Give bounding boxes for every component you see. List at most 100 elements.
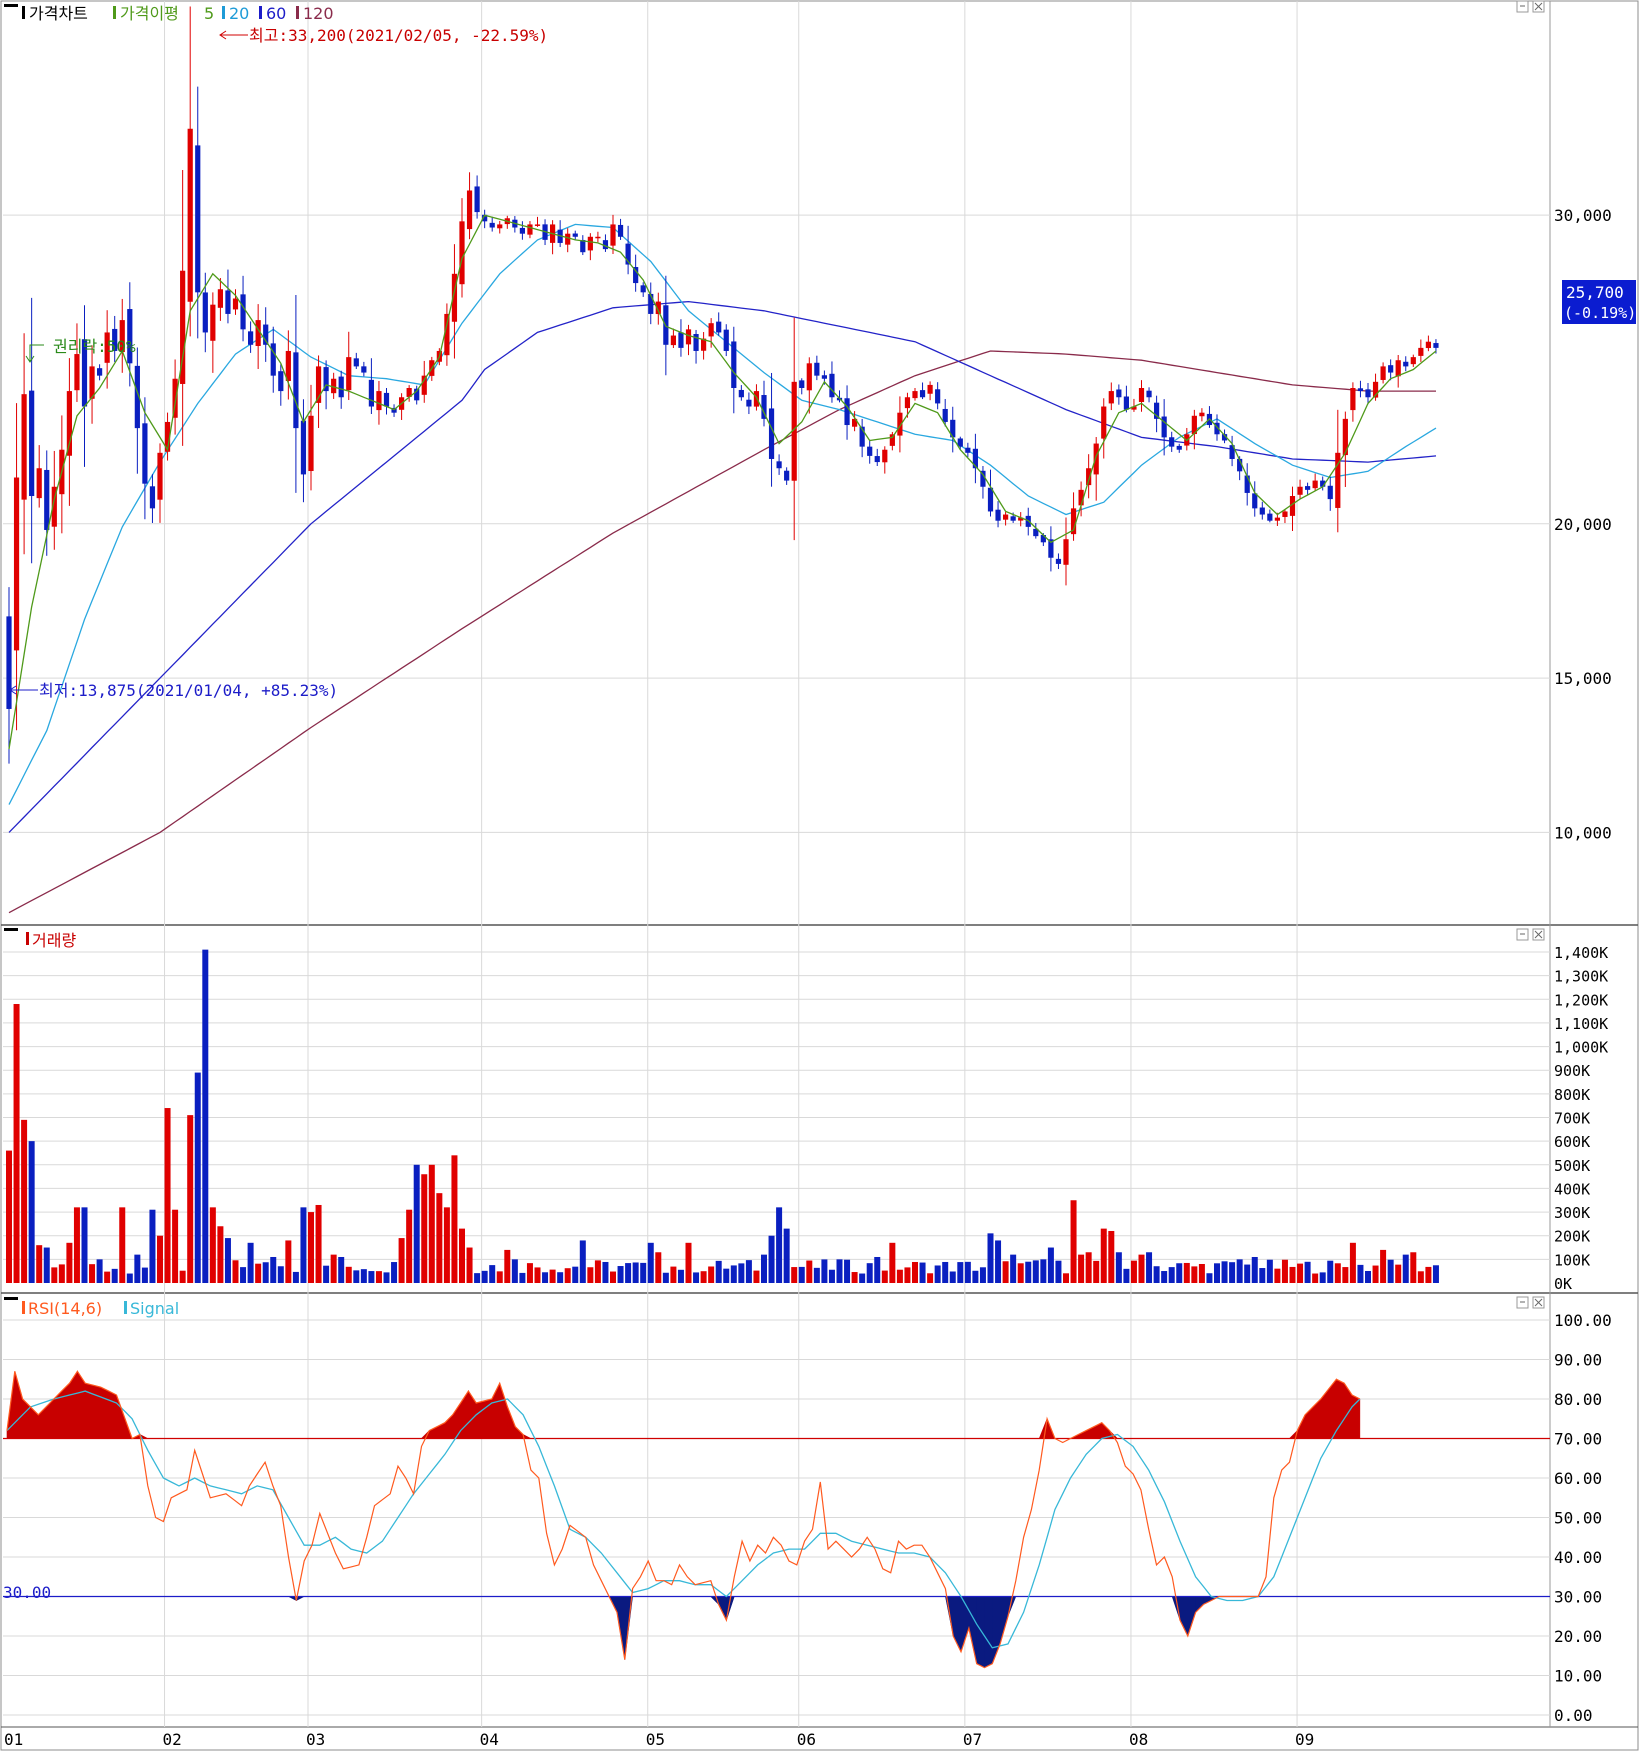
- candle-body: [1018, 517, 1024, 521]
- volume-bar: [617, 1266, 624, 1283]
- candle-body: [919, 390, 926, 398]
- candle-body: [527, 224, 533, 235]
- candle-body: [466, 190, 473, 230]
- rsi-tick-label: 0.00: [1554, 1706, 1593, 1725]
- candle-body: [368, 379, 374, 407]
- rsi-tick-label: 60.00: [1554, 1469, 1602, 1488]
- x-tick-label: 06: [797, 1730, 816, 1749]
- price-tick-label: 20,000: [1554, 515, 1612, 534]
- volume-bar: [1357, 1264, 1364, 1283]
- volume-bar: [1334, 1263, 1341, 1283]
- volume-bar: [836, 1259, 843, 1283]
- rsi-pane: [3, 1370, 1550, 1669]
- volume-bar: [1198, 1263, 1205, 1283]
- volume-bar: [1093, 1260, 1100, 1283]
- volume-bar: [255, 1263, 262, 1283]
- legend-volume: 거래량: [32, 931, 76, 950]
- candle-body: [708, 323, 714, 337]
- volume-bar: [308, 1212, 314, 1283]
- volume-bar: [13, 1004, 20, 1283]
- low-annotation-text: 최저:13,875(2021/01/04, +85.23%): [39, 681, 338, 700]
- candlesticks: [6, 6, 1439, 764]
- candle-body: [270, 343, 276, 376]
- candle-body: [414, 388, 420, 401]
- candle-body: [648, 293, 654, 314]
- volume-bar: [942, 1261, 949, 1283]
- candle-body: [81, 339, 88, 407]
- candle-body: [112, 328, 118, 351]
- ma5-line: [8, 214, 1437, 750]
- candle-body: [353, 358, 359, 367]
- volume-bar: [172, 1209, 179, 1283]
- volume-bar: [987, 1233, 994, 1283]
- volume-bar: [481, 1270, 488, 1283]
- volume-bar: [949, 1271, 956, 1283]
- candle-body: [1410, 357, 1416, 365]
- volume-bar: [964, 1261, 971, 1283]
- candle-body: [1274, 517, 1280, 521]
- candle-body: [1123, 396, 1129, 410]
- volume-bar: [1425, 1266, 1432, 1283]
- volume-bar: [979, 1267, 986, 1283]
- volume-bar: [1251, 1256, 1258, 1283]
- candle-body: [685, 329, 692, 345]
- candle-body: [972, 448, 978, 469]
- candle-body: [1116, 389, 1122, 398]
- candle-body: [716, 321, 722, 333]
- volume-tick-label: 1,000K: [1554, 1039, 1608, 1057]
- volume-bar: [1002, 1261, 1009, 1283]
- volume-tick-label: 800K: [1554, 1086, 1590, 1104]
- candle-body: [1297, 486, 1303, 495]
- volume-bar: [202, 949, 209, 1283]
- volume-bar: [564, 1268, 571, 1283]
- volume-bar: [927, 1273, 934, 1283]
- candle-body: [331, 378, 337, 394]
- volume-bar: [383, 1272, 390, 1283]
- volume-tick-label: 100K: [1554, 1251, 1590, 1269]
- candle-body: [285, 350, 291, 381]
- candle-body: [814, 362, 820, 376]
- candle-body: [1403, 361, 1409, 367]
- candle-body: [1312, 480, 1318, 489]
- candle-body: [346, 357, 352, 391]
- volume-bar: [1417, 1271, 1424, 1283]
- volume-bar: [723, 1268, 730, 1283]
- price-tick-label: 10,000: [1554, 823, 1612, 842]
- volume-bar: [526, 1263, 533, 1283]
- volume-bar: [594, 1260, 601, 1283]
- high-annotation-text: 최고:33,200(2021/02/05, -22.59%): [249, 26, 548, 45]
- volume-bar: [745, 1260, 752, 1283]
- volume-tick-label: 0K: [1554, 1275, 1572, 1293]
- candle-body: [444, 313, 450, 356]
- ma20-path: [8, 223, 1437, 805]
- volume-bar: [1183, 1262, 1190, 1283]
- candle-body: [701, 338, 707, 351]
- candle-body: [1108, 391, 1114, 404]
- candle-body: [497, 224, 503, 229]
- volume-bar: [194, 1072, 201, 1283]
- candle-body: [1289, 496, 1296, 516]
- candle-body: [935, 389, 941, 404]
- candle-body: [912, 391, 918, 399]
- volume-bar: [957, 1262, 964, 1283]
- volume-bar: [768, 1235, 775, 1283]
- volume-bar: [474, 1273, 481, 1283]
- volume-bar: [753, 1270, 760, 1283]
- volume-bar: [828, 1269, 835, 1283]
- volume-bar: [1380, 1249, 1387, 1283]
- volume-bar: [134, 1254, 141, 1283]
- volume-bar: [1100, 1228, 1107, 1283]
- volume-bar: [1130, 1260, 1137, 1283]
- volume-bar: [912, 1261, 918, 1283]
- candle-body: [376, 391, 382, 411]
- candle-body: [300, 420, 307, 475]
- candle-body: [927, 384, 933, 394]
- volume-bar: [504, 1249, 511, 1283]
- volume-bar: [66, 1242, 73, 1283]
- volume-bar: [542, 1272, 549, 1283]
- ma60-line: [8, 300, 1437, 833]
- volume-bar: [315, 1204, 322, 1283]
- volume-bar: [693, 1272, 700, 1283]
- candle-body: [293, 352, 299, 429]
- volume-bar: [1146, 1252, 1153, 1283]
